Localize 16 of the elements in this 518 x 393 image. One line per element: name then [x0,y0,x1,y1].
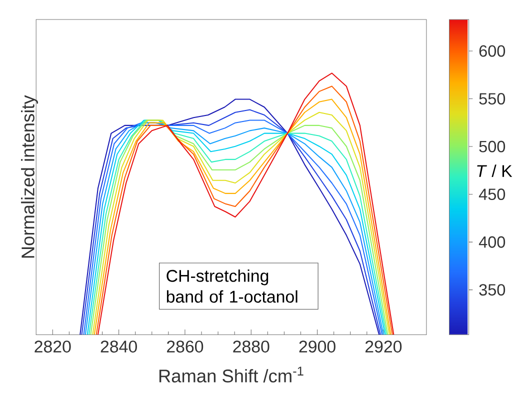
color-bar-label: 350 [479,284,506,296]
x-tick-label: 2820 [34,340,71,352]
x-tick-label: 2900 [299,340,336,352]
x-tick-label: 2840 [100,340,137,352]
color-bar-title: T / K [477,164,512,177]
color-bar-label: 400 [478,236,506,248]
color-bar-label: 550 [479,92,506,104]
color-bar-label: 450 [478,188,506,200]
color-bar-label: 600 [479,45,506,57]
x-axis-title: Raman Shift /cm$^{-1}$ [159,366,304,382]
x-tick-label: 2860 [167,340,204,352]
color-bar-label: 500 [479,140,506,152]
x-tick-label: 2880 [233,340,270,352]
y-axis-title: Normalized intensity [21,95,38,258]
annotation: CH-stretching band of 1-octanol [166,269,298,303]
x-tick-label: 2920 [365,340,402,352]
